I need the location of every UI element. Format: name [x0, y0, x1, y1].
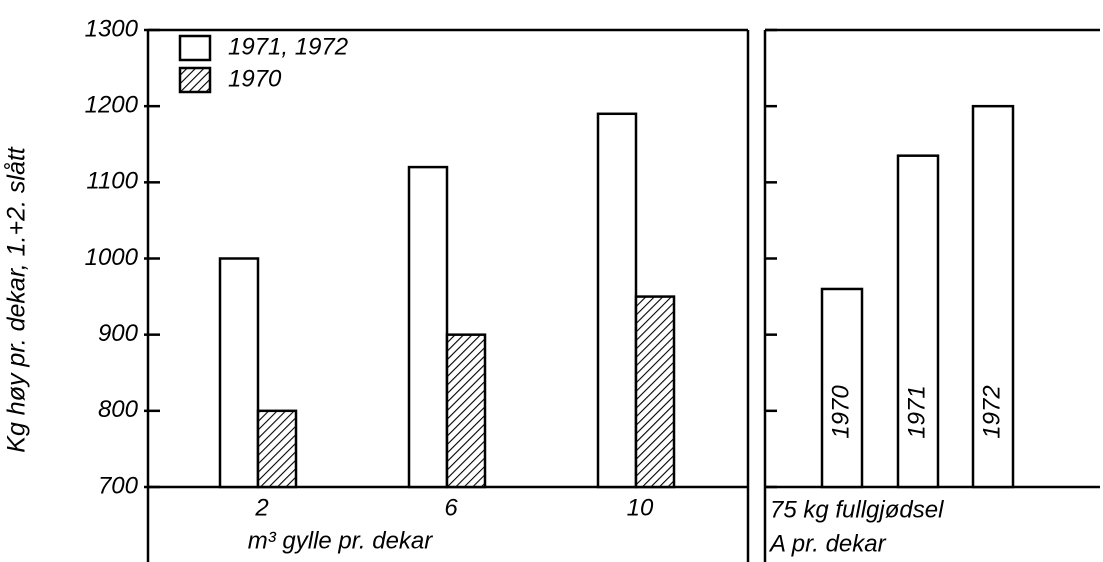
y-tick-label: 800: [98, 396, 139, 423]
x-tick-label: 10: [627, 494, 654, 521]
bar: [218, 257, 260, 489]
legend-label: 1971, 1972: [228, 33, 348, 60]
x-tick-label: 6: [444, 494, 458, 521]
y-tick-label: 1100: [86, 168, 138, 195]
x-tick-label: 2: [254, 494, 268, 521]
y-tick-label: 900: [98, 320, 139, 347]
y-tick-label: 700: [98, 472, 139, 499]
x-axis-label: A pr. dekar: [768, 530, 887, 557]
bar: [407, 165, 449, 489]
bar: [256, 409, 298, 489]
y-axis-label: Kg høy pr. dekar, 1.+2. slått: [3, 146, 31, 453]
bar: [445, 333, 487, 489]
legend-label: 1970: [228, 65, 282, 92]
x-axis-label: m³ gylle pr. dekar: [248, 527, 434, 554]
bar: [820, 287, 864, 489]
bar-label: 1970: [827, 385, 854, 439]
x-axis-label: 75 kg fullgjødsel: [770, 496, 944, 523]
bar-label: 1972: [978, 385, 1005, 438]
bar: [596, 112, 638, 489]
legend-swatch: [178, 34, 212, 62]
y-tick-label: 1300: [85, 15, 139, 42]
bar: [971, 104, 1015, 489]
bar-label: 1971: [903, 385, 930, 438]
y-tick-label: 1200: [85, 92, 139, 119]
bar: [896, 154, 940, 489]
bar: [634, 295, 676, 489]
y-tick-label: 1000: [85, 244, 139, 271]
legend-swatch: [178, 66, 212, 94]
